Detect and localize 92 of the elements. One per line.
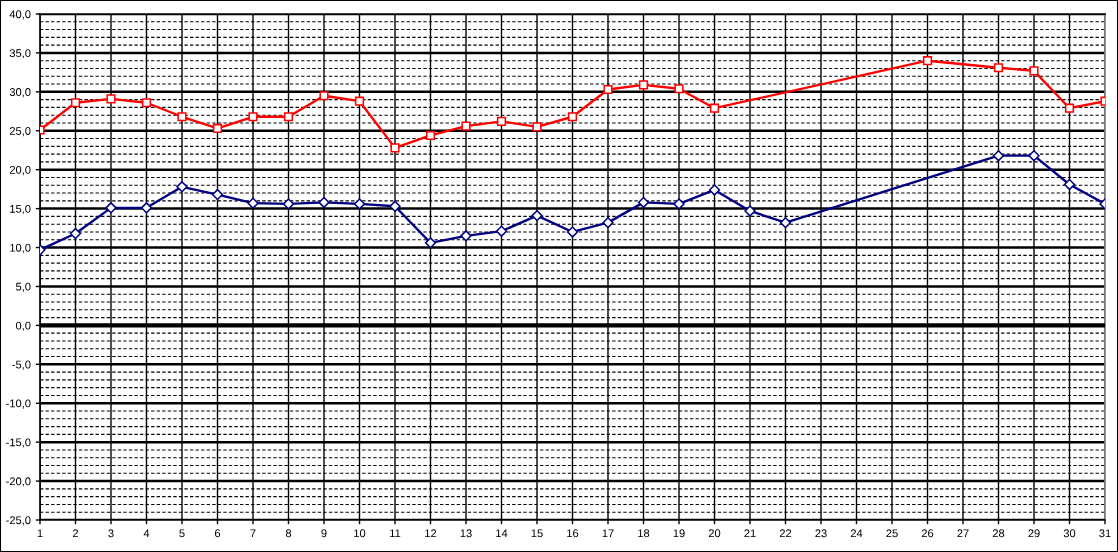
point [1029, 66, 1039, 76]
x-tick-label: 12 [425, 529, 437, 538]
point [319, 91, 329, 101]
y-tick-label: 5,0 [15, 282, 31, 292]
y-tick-label: 10,0 [10, 243, 31, 253]
x-tick-label: 21 [744, 529, 756, 538]
x-tick-label: 3 [108, 529, 114, 538]
x-tick-label: 10 [354, 529, 366, 538]
point [1028, 150, 1040, 162]
point [318, 196, 330, 209]
x-tick-label: 8 [285, 529, 292, 538]
x-tick-label: 29 [1028, 529, 1040, 538]
x-tick-label: 20 [708, 529, 721, 538]
point [637, 196, 650, 209]
x-tick-label: 5 [179, 529, 185, 538]
x-tick-label: 11 [390, 529, 401, 538]
x-tick-label: 28 [992, 529, 1005, 538]
y-tick-label: 25,0 [9, 127, 31, 137]
y-tick-label: 30,0 [9, 88, 31, 98]
point [460, 230, 472, 242]
point [779, 216, 792, 229]
x-tick-label: 25 [886, 529, 898, 538]
point [69, 227, 82, 240]
x-tick-label: 26 [921, 529, 934, 538]
x-tick-label: 1 [37, 529, 43, 538]
point [353, 198, 366, 210]
x-tick-label: 23 [815, 529, 827, 538]
y-tick-label: -15,0 [6, 438, 31, 448]
point [106, 94, 116, 104]
y-tick-label: -10,0 [6, 399, 31, 409]
point [531, 209, 543, 222]
point [744, 205, 756, 217]
point [105, 202, 117, 214]
y-tick-label: 40,0 [9, 10, 31, 20]
y-tick-label: -25,0 [6, 516, 31, 526]
point [1063, 178, 1076, 191]
y-tick-label: 35,0 [9, 49, 31, 59]
x-tick-label: 30 [1063, 529, 1076, 538]
y-tick-label: 0,0 [15, 321, 31, 331]
point [708, 184, 721, 196]
point [247, 197, 259, 209]
x-tick-label: 13 [460, 529, 472, 538]
point [992, 150, 1005, 162]
point [424, 237, 437, 249]
point [283, 112, 294, 122]
point [603, 84, 613, 95]
point [673, 198, 685, 210]
x-tick-label: 19 [673, 529, 685, 538]
point [70, 98, 81, 108]
x-tick-label: 17 [602, 529, 614, 538]
point [993, 63, 1004, 73]
y-tick-label: -5,0 [12, 360, 31, 370]
x-tick-label: 31 [1099, 529, 1111, 538]
x-tick-label: 27 [957, 529, 969, 538]
point [496, 116, 507, 127]
x-tick-label: 2 [72, 529, 79, 538]
y-tick-label: -20,0 [6, 477, 31, 487]
point [390, 143, 400, 153]
point [140, 202, 153, 214]
point [176, 181, 188, 193]
point [389, 200, 401, 212]
x-tick-label: 18 [638, 529, 650, 538]
point [566, 226, 579, 238]
point [425, 130, 436, 141]
point [602, 216, 614, 229]
y-tick-label: 15,0 [10, 204, 31, 215]
x-tick-label: 22 [779, 529, 792, 538]
point [709, 103, 720, 113]
point [922, 56, 933, 66]
point [567, 112, 578, 122]
point [674, 84, 684, 94]
x-tick-label: 24 [850, 529, 863, 538]
x-tick-label: 15 [531, 529, 543, 538]
x-tick-label: 6 [214, 529, 221, 538]
x-tick-label: 9 [321, 529, 327, 538]
point [282, 198, 295, 210]
point [141, 98, 152, 108]
point [212, 123, 223, 134]
x-tick-label: 16 [567, 529, 579, 538]
point [211, 188, 224, 201]
point [354, 96, 365, 106]
point [248, 112, 258, 122]
point [461, 121, 471, 131]
x-tick-label: 4 [143, 529, 150, 538]
x-tick-label: 7 [250, 529, 256, 538]
point [532, 122, 542, 132]
point [495, 225, 508, 237]
point [638, 80, 649, 90]
x-tick-label: 14 [496, 529, 508, 538]
point [177, 112, 187, 122]
point [1064, 103, 1075, 113]
y-tick-label: 20,0 [9, 165, 31, 176]
